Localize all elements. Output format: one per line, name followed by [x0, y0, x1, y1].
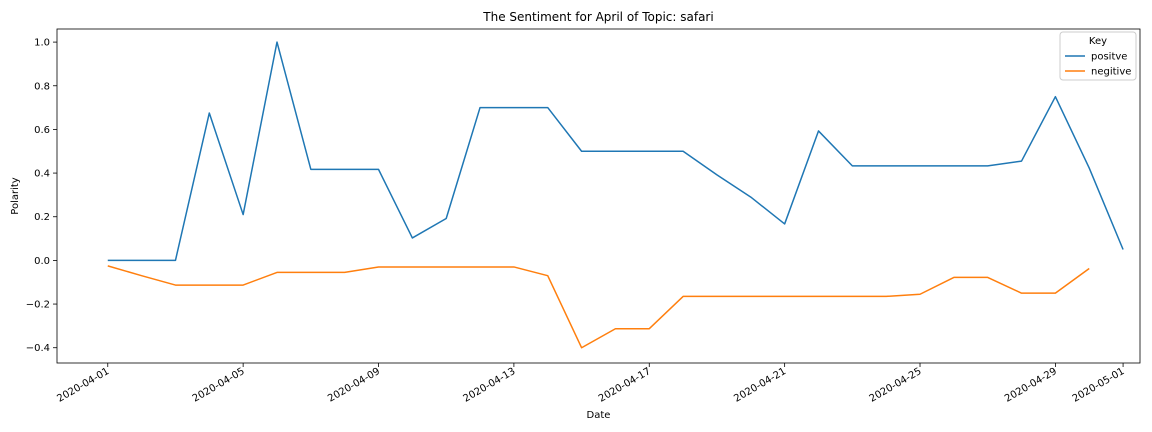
- y-tick-label: −0.2: [26, 300, 50, 311]
- x-axis-label: Date: [587, 410, 611, 421]
- y-tick-label: 0.0: [34, 256, 50, 267]
- legend-box: [1059, 31, 1137, 81]
- y-tick-label: 0.8: [34, 81, 50, 92]
- x-tick-label: 2020-04-13: [462, 366, 518, 405]
- x-tick-label: 2020-04-09: [326, 366, 382, 405]
- x-tick-label: 2020-04-29: [1003, 366, 1059, 405]
- series-line-positve: [107, 41, 1124, 262]
- y-tick-label: 1.0: [34, 38, 50, 49]
- x-tick-label: 2020-04-01: [55, 366, 111, 405]
- x-tick-label: 2020-04-17: [597, 366, 653, 405]
- y-tick-label: −0.4: [26, 343, 50, 354]
- legend-items: positve negitive: [1065, 52, 1131, 78]
- series-layer: [107, 41, 1124, 349]
- y-axis: −0.4 −0.2 0.0 0.2 0.4 0.6 0.8 1.0: [26, 38, 57, 354]
- y-tick-label: 0.2: [34, 212, 50, 223]
- y-tick-label: 0.6: [34, 125, 50, 136]
- x-tick-label: 2020-04-05: [191, 366, 247, 405]
- series-line-negitive: [107, 265, 1090, 349]
- plot-frame: [56, 28, 1141, 364]
- x-tick-label: 2020-04-21: [732, 366, 788, 405]
- y-axis-label: Polarity: [10, 177, 21, 215]
- legend-label-positve: positve: [1091, 52, 1127, 63]
- chart-title: The Sentiment for April of Topic: safari: [482, 10, 713, 24]
- x-axis: 2020-04-01 2020-04-05 2020-04-09 2020-04-13…: [55, 363, 1127, 405]
- x-tick-label: 2020-05-01: [1071, 366, 1127, 405]
- x-tick-label: 2020-04-25: [868, 366, 924, 405]
- legend: Key positve negitive: [1059, 31, 1137, 81]
- legend-label-negitive: negitive: [1091, 67, 1131, 78]
- legend-title: Key: [1089, 36, 1107, 47]
- y-tick-label: 0.4: [34, 169, 50, 180]
